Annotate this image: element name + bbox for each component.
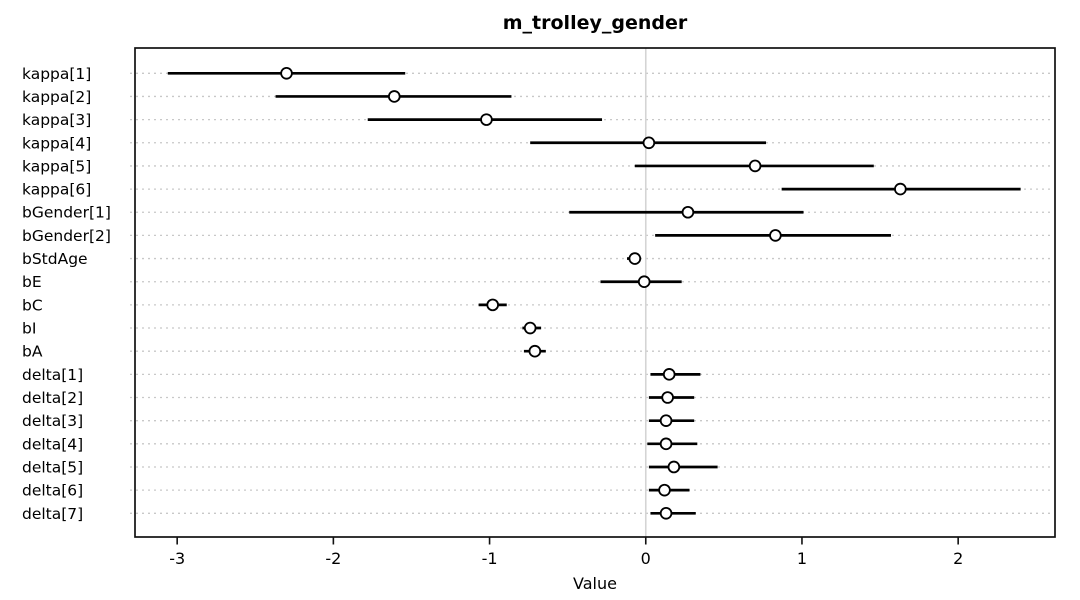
point-marker [480,113,493,126]
point-marker [528,344,542,358]
param-label: delta[3] [22,412,83,430]
x-tick-label: -3 [169,549,185,568]
param-label: bGender[1] [22,204,111,222]
param-label: delta[4] [22,435,83,453]
param-label: bA [22,343,43,361]
param-label: kappa[2] [22,88,91,106]
point-marker [628,252,642,265]
param-label: kappa[1] [22,65,91,83]
x-tick-label: 2 [953,549,963,568]
point-marker [662,368,676,381]
x-tick-label: 0 [641,549,651,568]
point-marker [667,460,681,474]
x-tick-label: -2 [325,549,341,568]
point-marker [894,182,907,196]
point-marker [681,205,695,219]
point-marker [637,275,651,289]
param-label: bGender[2] [22,227,111,245]
point-marker [658,483,671,497]
x-tick-label: -1 [482,549,498,568]
point-marker [659,437,673,451]
point-marker [280,67,293,80]
point-marker [769,229,782,242]
param-label: delta[6] [22,482,83,500]
point-marker [748,159,762,173]
param-label: delta[7] [22,505,83,523]
param-label: bC [22,296,43,314]
point-marker [659,414,673,427]
x-axis-label: Value [573,574,617,593]
chart-title: m_trolley_gender [502,12,688,34]
point-marker [659,506,673,520]
param-label: bI [22,320,36,338]
point-marker [523,321,537,335]
plot-border [134,47,1056,538]
x-tick-label: 1 [797,549,807,568]
point-marker [486,298,499,312]
param-label: kappa[5] [22,157,91,175]
param-label: bStdAge [22,250,88,268]
point-marker [661,391,674,404]
param-label: kappa[6] [22,181,91,199]
point-marker [387,90,401,103]
point-marker [642,136,656,150]
param-label: kappa[3] [22,111,91,129]
param-label: delta[2] [22,389,83,407]
param-label: delta[1] [22,366,83,384]
param-label: kappa[4] [22,134,91,152]
param-label: bE [22,273,42,291]
param-label: delta[5] [22,458,83,476]
